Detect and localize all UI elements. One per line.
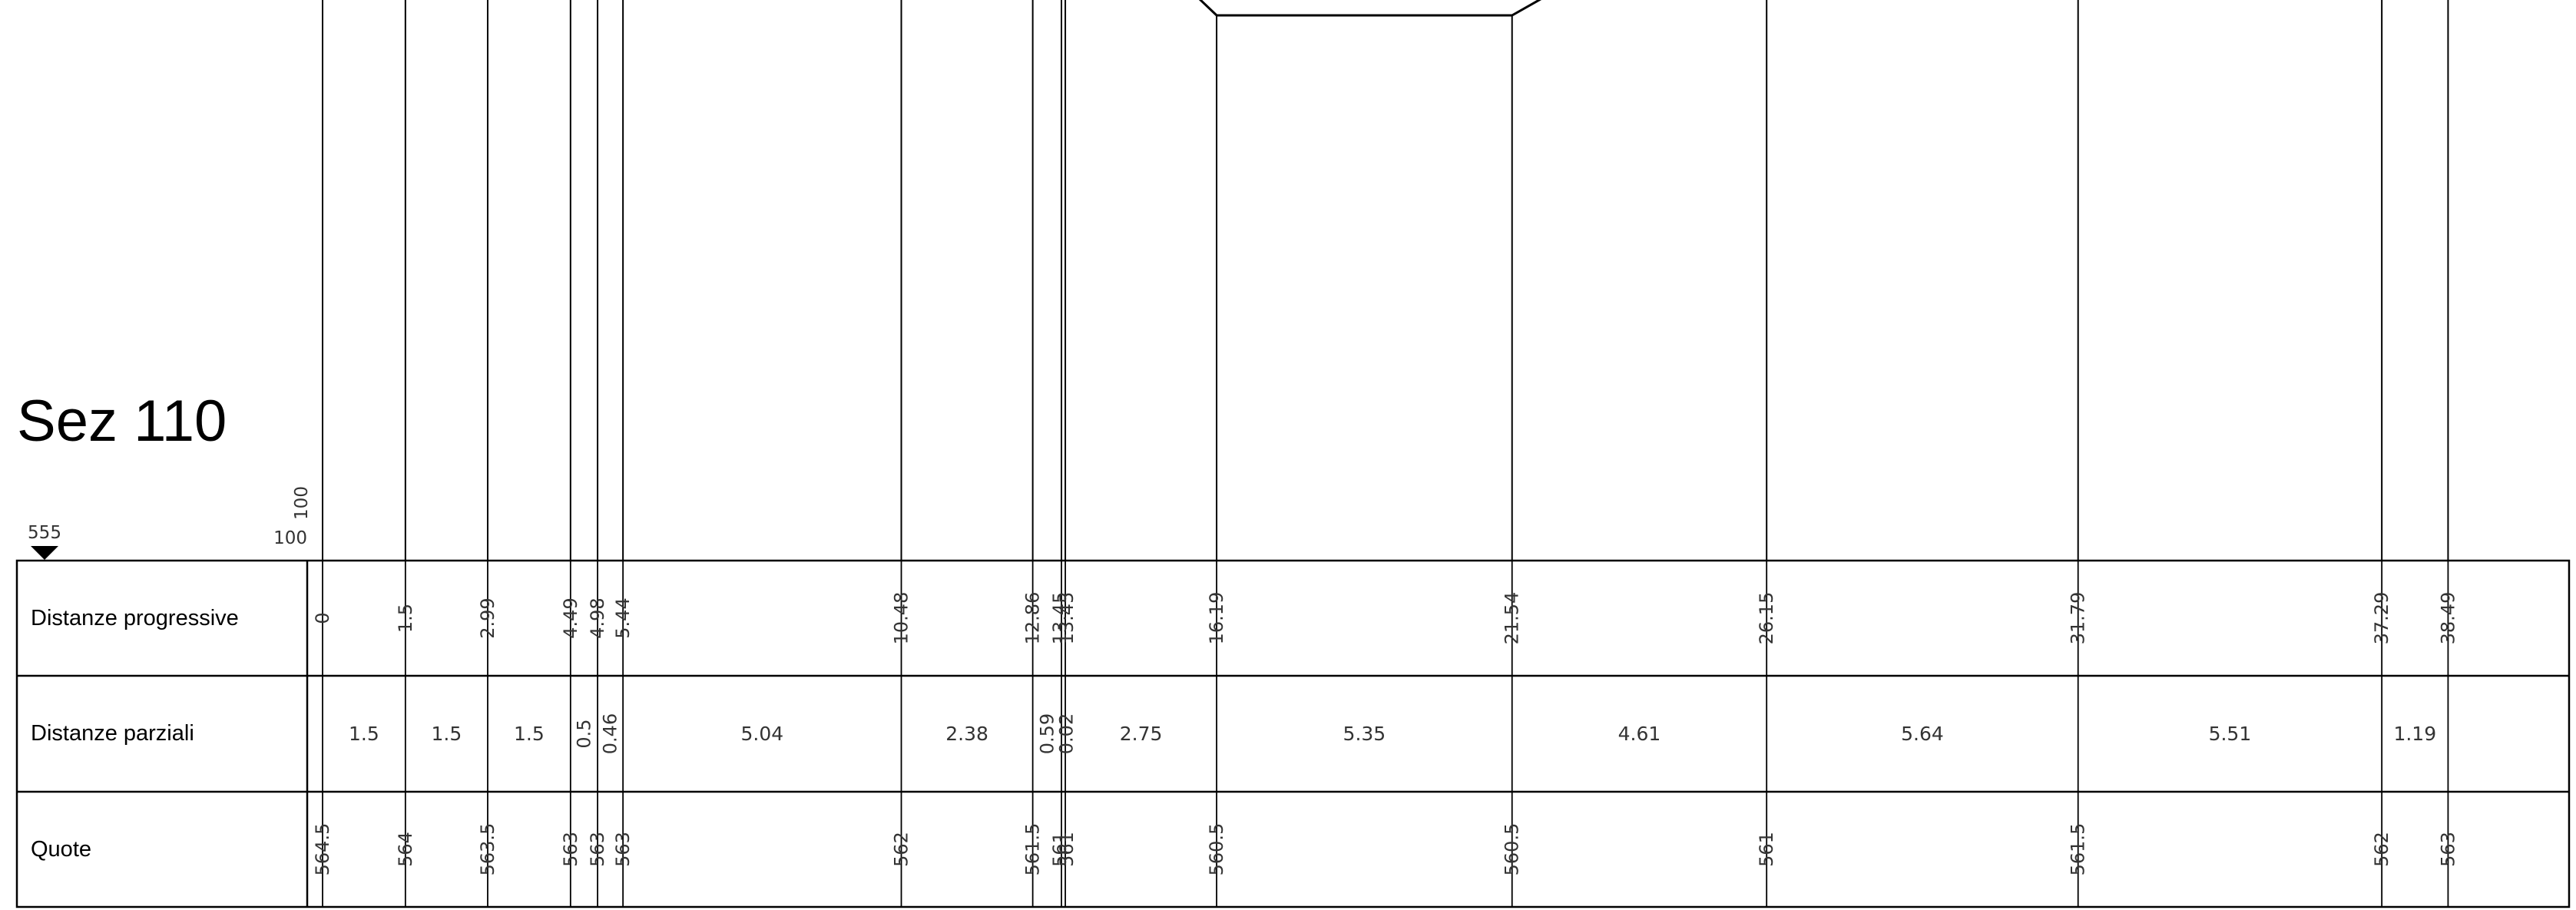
progressive-distance-label: 21.54: [1502, 592, 1523, 645]
datum-marker-group: 555 100 100: [28, 486, 312, 560]
elevation-label: 561: [1056, 832, 1078, 867]
terrain-profile-layer: [1198, 0, 1542, 17]
scale-label-horizontal: 100: [273, 528, 307, 548]
partial-distance-label: 2.38: [945, 723, 988, 745]
partial-distance-label: 2.75: [1120, 723, 1163, 745]
elevation-label: 561: [1756, 832, 1777, 867]
partial-distance-label: 4.61: [1618, 723, 1661, 745]
progressive-distance-label: 37.29: [2371, 592, 2392, 645]
progressive-distance-label: 2.99: [477, 597, 498, 638]
progressive-distance-label: 13.45: [1056, 592, 1078, 645]
partial-distance-label: 5.51: [2209, 723, 2252, 745]
row-label-partial: Distanze parziali: [31, 721, 194, 746]
progressive-distance-label: 1.5: [395, 604, 416, 633]
partial-distance-label: 0.02: [1056, 713, 1078, 754]
partial-distance-label: 1.5: [349, 723, 379, 745]
partial-distance-label: 0.59: [1036, 713, 1058, 754]
partial-distance-label: 1.19: [2393, 723, 2436, 745]
elevation-label: 564: [395, 832, 416, 867]
datum-triangle-icon: [31, 546, 58, 560]
partial-distance-label: 5.35: [1343, 723, 1386, 745]
row-label-progressive: Distanze progressive: [31, 606, 239, 630]
progressive-distance-label: 16.19: [1206, 592, 1227, 645]
partial-distance-label: 0.5: [573, 719, 594, 748]
partial-distance-label: 5.64: [1901, 723, 1944, 745]
partial-distance-label: 1.5: [432, 723, 462, 745]
scale-label-vertical: 100: [292, 486, 312, 520]
progressive-distance-label: 31.79: [2068, 592, 2089, 645]
section-title: Sez 110: [17, 389, 227, 454]
row-label-quote: Quote: [31, 837, 91, 862]
progressive-distance-label: 10.48: [891, 592, 912, 645]
elevation-label: 563: [2437, 832, 2458, 867]
progressive-distance-label: 0: [312, 612, 333, 624]
elevation-label: 563: [560, 832, 581, 867]
table-values-layer: 0 564.5 1.5 564 2.99 563.5 4.49 563 4.98 563 5.44 5…: [312, 592, 2458, 876]
data-table-layer: [15, 559, 2571, 908]
elevation-label: 563: [612, 832, 634, 867]
elevation-label: 561: [1049, 832, 1071, 867]
progressive-distance-label: 5.44: [612, 597, 634, 638]
progressive-distance-label: 12.86: [1022, 592, 1044, 645]
elevation-label: 562: [2371, 832, 2392, 867]
elevation-label: 562: [891, 832, 912, 867]
elevation-label: 563: [587, 832, 608, 867]
progressive-distance-label: 13.45: [1049, 592, 1071, 645]
elevation-label: 560.5: [1206, 823, 1227, 876]
progressive-distance-label: 38.49: [2437, 592, 2458, 645]
partial-distance-label: 1.5: [514, 723, 545, 745]
elevation-label: 561.5: [1022, 823, 1044, 876]
elevation-label: 560.5: [1502, 823, 1523, 876]
progressive-distance-label: 26.15: [1756, 592, 1777, 645]
elevation-label: 564.5: [312, 823, 333, 876]
elevation-label: 561.5: [2068, 823, 2089, 876]
datum-reference-level: 555: [28, 523, 61, 543]
partial-distance-label: 0.46: [600, 713, 621, 754]
table-frame: [15, 559, 2571, 908]
partial-distance-label: 5.04: [740, 723, 783, 745]
station-verticals-layer: [322, 0, 2449, 561]
elevation-label: 563.5: [477, 823, 498, 876]
terrain-profile-line: [1198, 0, 1542, 17]
progressive-distance-label: 4.49: [560, 597, 581, 638]
progressive-distance-label: 4.98: [587, 597, 608, 638]
